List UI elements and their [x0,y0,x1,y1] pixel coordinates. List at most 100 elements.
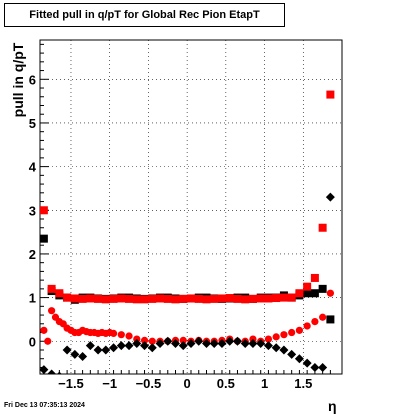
series-1-point [303,289,312,298]
series-2-point [78,294,87,303]
series-4-point [40,365,49,374]
series-3-point [280,331,288,339]
series-1-point [318,284,327,293]
series-1-point [310,289,319,298]
x-tick-label: 1.5 [294,376,312,391]
series-4-point [163,336,173,346]
series-2-point [225,294,234,303]
series-3-point [319,313,327,321]
series-3-point [117,331,125,339]
series-4-point [263,341,273,351]
x-axis-label: η [328,398,337,414]
series-4-point [70,349,80,359]
y-tick-label: 6 [29,72,36,87]
series-2-point [101,295,110,304]
plot-frame [39,39,343,375]
y-tick-label: 4 [29,160,37,175]
series-2-point [194,294,203,303]
series-3-point [303,322,311,330]
series-2-point [233,294,242,303]
series-4-point [318,362,328,372]
series-4-point [225,336,235,346]
series-4-point [256,338,266,348]
x-tick-label: 1 [261,376,268,391]
series-2-point [70,294,79,303]
series-2-point [94,294,103,303]
series-4-point [287,349,297,359]
series-2-point [217,294,226,303]
series-4-point [240,338,250,348]
series-4-point [85,341,95,351]
series-2-point [109,294,118,303]
series-2-point [202,295,211,304]
series-4-point [310,362,320,372]
series-4-point [325,192,335,202]
series-4-point [217,338,227,348]
series-2-point [47,284,56,293]
series-3-point [44,337,52,345]
series-2-point [86,294,95,303]
timestamp: Fri Dec 13 07:35:13 2024 [4,402,85,409]
series-4-point [109,343,119,353]
series-4-point [155,338,165,348]
series-2-point [256,294,265,303]
series-2-point [310,273,319,282]
series-4-point [124,341,134,351]
series-2-point [272,294,281,303]
series-2-point [179,294,188,303]
series-4-point [271,343,281,353]
series-2-point [241,295,250,304]
series-4-point [232,336,242,346]
series-3-point [295,326,304,334]
series-3-point [326,289,334,297]
series-2-point [132,295,141,304]
series-3-point [179,336,187,344]
series-2-point [210,294,219,303]
series-4-point [93,345,103,355]
series-4-point [140,341,150,351]
series-3-point [272,333,280,341]
series-3-point [288,328,296,337]
series-3-point [40,326,48,334]
series-4-point [302,358,312,368]
series-4-point [116,341,126,351]
grid-lines [40,40,342,374]
y-axis-label: pull in q/pT [10,42,26,118]
series-2-point [163,294,172,303]
series-2-point [117,294,126,303]
series-2-point [287,293,296,302]
series-2-point [187,294,195,303]
series-3-point [140,336,149,344]
x-tick-label: −0.5 [136,376,162,391]
series-4-point [147,343,157,353]
y-tick-label: 1 [29,291,36,306]
series-4-point [171,338,181,348]
series-4-point [62,345,72,355]
series-4-point [101,345,111,355]
series-1-point [40,234,48,243]
series-2-point [326,90,335,99]
series-4-point [194,336,204,346]
series-2-point [171,295,180,304]
y-tick-label: 3 [29,203,36,218]
series-2-point [55,289,64,298]
x-tick-label: 0 [184,376,191,391]
x-tick-label: −1.5 [58,376,84,391]
series-4-point [209,338,219,348]
series-4-point [78,352,88,362]
series-3-point [264,335,273,343]
chart-title: Fitted pull in q/pT for Global Rec Pion … [4,3,285,27]
series-2-point [318,223,327,232]
x-tick-label: −1 [102,376,117,391]
y-tick-label: 5 [29,116,36,131]
x-tick-label: 0.5 [217,376,235,391]
series-2-point [125,294,134,303]
series-4-point [47,369,57,374]
y-tick-label: 2 [29,247,36,262]
series-3-point [125,332,133,340]
series-4-point [132,338,142,348]
series-4-point [279,345,289,355]
series-3-point [148,337,156,345]
series-2-point [140,295,149,304]
